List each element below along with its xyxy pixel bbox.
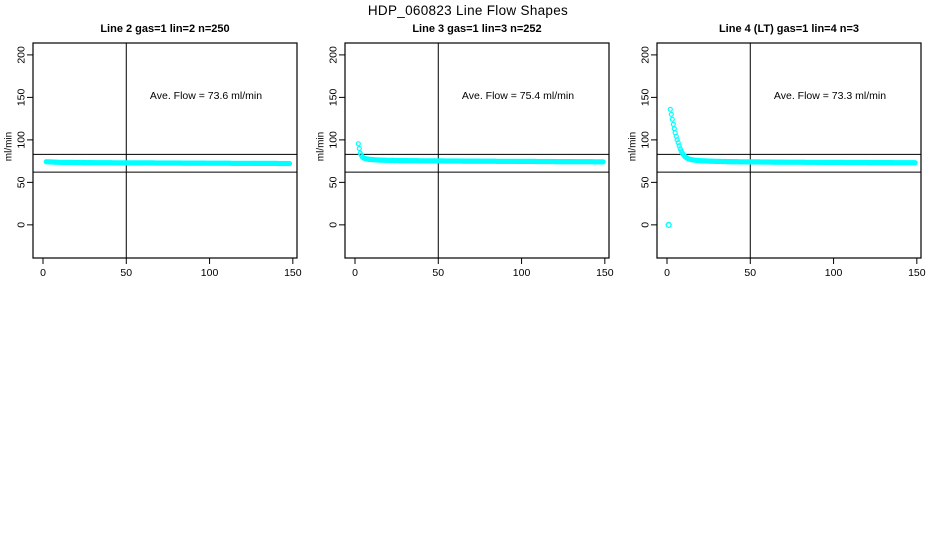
svg-text:50: 50 (16, 176, 28, 188)
svg-text:150: 150 (284, 267, 302, 279)
svg-text:100: 100 (16, 131, 28, 149)
ave-flow-annotation: Ave. Flow = 75.4 ml/min (461, 90, 575, 102)
svg-text:150: 150 (16, 88, 28, 106)
svg-text:0: 0 (640, 222, 652, 228)
svg-text:200: 200 (328, 46, 340, 64)
plot-title: Line 3 gas=1 lin=3 n=252 (412, 23, 542, 35)
figure-title: HDP_060823 Line Flow Shapes (367, 3, 569, 18)
svg-text:0: 0 (16, 222, 28, 228)
panels-row: Line 2 gas=1 lin=2 n=250 ml/min Ave. Flo… (0, 0, 936, 290)
svg-text:50: 50 (120, 267, 132, 279)
svg-text:50: 50 (640, 176, 652, 188)
svg-text:50: 50 (328, 176, 340, 188)
svg-text:50: 50 (744, 267, 756, 279)
panel-line-2: Line 2 gas=1 lin=2 n=250 ml/min Ave. Flo… (0, 0, 312, 290)
svg-text:0: 0 (664, 267, 670, 279)
ave-flow-annotation: Ave. Flow = 73.6 ml/min (149, 90, 263, 102)
svg-text:0: 0 (352, 267, 358, 279)
svg-text:50: 50 (432, 267, 444, 279)
svg-text:0: 0 (40, 267, 46, 279)
svg-text:200: 200 (640, 46, 652, 64)
panel-line-3: Line 3 gas=1 lin=3 n=252 ml/min Ave. Flo… (312, 0, 624, 290)
scatter-plot-line-3: 0 50 100 150 0 50 100 150 200 (328, 42, 614, 279)
ave-flow-annotation: Ave. Flow = 73.3 ml/min (773, 90, 887, 102)
panel-line-4: Line 4 (LT) gas=1 lin=4 n=3 ml/min Ave. … (624, 0, 936, 290)
svg-text:100: 100 (328, 131, 340, 149)
svg-text:150: 150 (328, 88, 340, 106)
scatter-plot-line-4: 0 50 100 150 0 50 100 150 200 (640, 42, 926, 279)
scatter-plot-line-2: 0 50 100 150 0 50 100 150 200 (16, 42, 302, 279)
svg-text:150: 150 (640, 88, 652, 106)
svg-text:100: 100 (640, 131, 652, 149)
svg-text:100: 100 (825, 267, 843, 279)
svg-text:150: 150 (596, 267, 614, 279)
plot-title: Line 2 gas=1 lin=2 n=250 (100, 23, 230, 35)
plot-title: Line 4 (LT) gas=1 lin=4 n=3 (718, 23, 860, 35)
svg-text:100: 100 (513, 267, 531, 279)
svg-text:200: 200 (16, 46, 28, 64)
svg-text:150: 150 (908, 267, 926, 279)
svg-text:100: 100 (201, 267, 219, 279)
svg-text:0: 0 (328, 222, 340, 228)
